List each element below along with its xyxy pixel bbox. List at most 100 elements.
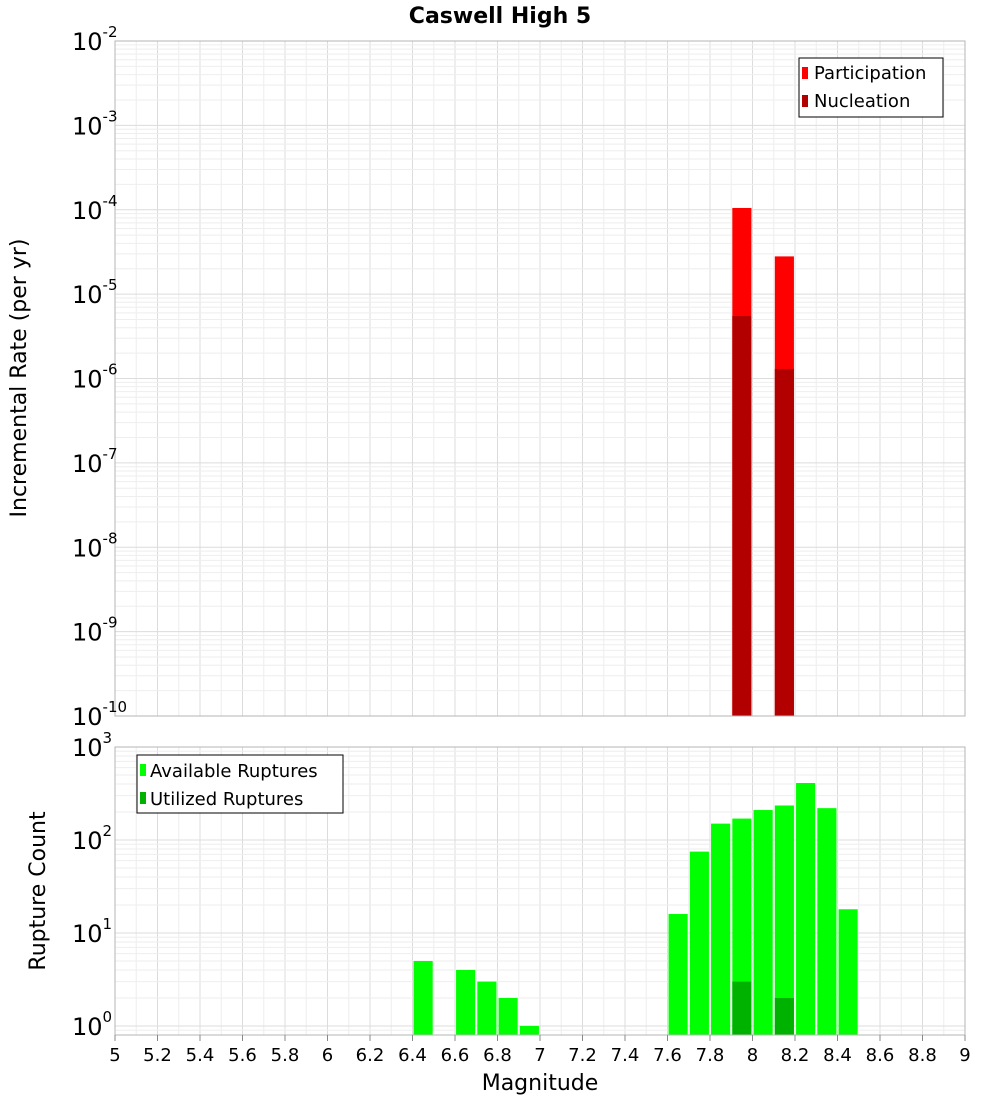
rate-bar-nucleation <box>732 316 752 716</box>
rate-y-tick-base: 10 <box>72 281 103 309</box>
count-bar-available-ruptures <box>753 810 773 1035</box>
legend-swatch-participation <box>802 67 808 79</box>
count-x-ticks: 5 5.2 5.4 5.6 5.8 6 6.2 6.4 6.6 6.8 7 7.2 7.4 7.6 7.8 8… <box>109 1035 971 1066</box>
rate-bars <box>732 207 794 716</box>
rate-y-tick-base: 10 <box>72 619 103 647</box>
rate-y-tick-base: 10 <box>72 703 103 731</box>
rate-panel: 10-210-310-410-510-610-710-810-910-10 In… <box>7 23 966 731</box>
x-tick-label: 8.4 <box>823 1045 852 1066</box>
count-bar-available-ruptures <box>817 808 837 1035</box>
count-bar-available-ruptures <box>689 851 709 1035</box>
legend-swatch-available <box>140 764 146 776</box>
rate-y-tick-exponent: -2 <box>103 23 118 41</box>
count-bar-available-ruptures <box>774 805 794 1035</box>
count-y-tick-base: 10 <box>72 920 103 948</box>
rate-y-tick-label: 10-10 <box>72 698 127 731</box>
rate-y-tick-exponent: -4 <box>103 192 118 210</box>
count-bar-available-ruptures <box>498 997 518 1035</box>
count-bar-available-ruptures <box>668 914 688 1035</box>
x-tick-label: 7.6 <box>653 1045 682 1066</box>
rate-y-tick-exponent: -6 <box>103 361 118 379</box>
count-y-tick-label: 102 <box>72 822 112 855</box>
chart-title: Caswell High 5 <box>409 4 591 29</box>
x-tick-label: 7.4 <box>611 1045 640 1066</box>
rate-y-tick-base: 10 <box>72 112 103 140</box>
count-y-tick-label: 101 <box>72 915 112 948</box>
rate-y-tick-label: 10-6 <box>72 361 118 394</box>
legend-swatch-utilized <box>140 792 146 804</box>
count-y-axis-label: Rupture Count <box>26 811 51 971</box>
x-tick-label: 6.2 <box>356 1045 385 1066</box>
count-bar-available-ruptures <box>413 960 433 1035</box>
count-y-tick-label: 103 <box>72 729 112 762</box>
rate-legend-box <box>798 57 944 118</box>
x-tick-label: 6.6 <box>441 1045 470 1066</box>
x-tick-label: 8.2 <box>781 1045 810 1066</box>
legend-label-participation: Participation <box>814 63 926 84</box>
legend-swatch-nucleation <box>802 95 808 107</box>
count-y-tick-label: 100 <box>72 1008 112 1041</box>
count-legend-box <box>136 754 344 814</box>
rate-y-tick-base: 10 <box>72 450 103 478</box>
x-tick-label: 6.8 <box>483 1045 512 1066</box>
x-tick-label: 5.8 <box>271 1045 300 1066</box>
count-bar-available-ruptures <box>711 823 731 1035</box>
rate-legend: Participation Nucleation <box>798 57 944 118</box>
count-y-tick-base: 10 <box>72 1013 103 1041</box>
x-tick-label: 7.2 <box>568 1045 597 1066</box>
rate-grid <box>114 40 966 717</box>
x-tick-label: 8.8 <box>908 1045 937 1066</box>
count-bar-available-ruptures <box>477 981 497 1035</box>
legend-label-utilized: Utilized Ruptures <box>150 789 303 810</box>
x-axis-label: Magnitude <box>482 1071 599 1096</box>
legend-label-available: Available Ruptures <box>150 761 318 782</box>
rate-y-tick-exponent: -7 <box>103 445 118 463</box>
rate-y-tick-label: 10-4 <box>72 192 118 225</box>
x-tick-label: 9 <box>959 1045 970 1066</box>
count-bar-available-ruptures <box>796 783 816 1035</box>
count-bar-available-ruptures <box>838 909 858 1035</box>
rate-y-tick-exponent: -8 <box>103 529 118 547</box>
rate-y-ticks: 10-210-310-410-510-610-710-810-910-10 <box>72 23 127 731</box>
rate-y-tick-base: 10 <box>72 28 103 56</box>
count-legend: Available Ruptures Utilized Ruptures <box>136 754 344 814</box>
rate-bar-nucleation <box>774 368 794 716</box>
count-y-tick-exponent: 0 <box>103 1008 113 1026</box>
rate-y-tick-exponent: -10 <box>103 698 128 716</box>
x-tick-label: 5.4 <box>186 1045 215 1066</box>
count-y-tick-base: 10 <box>72 734 103 762</box>
x-tick-label: 6 <box>322 1045 333 1066</box>
rate-y-tick-exponent: -3 <box>103 107 118 125</box>
count-bar-available-ruptures <box>519 1025 539 1035</box>
rate-y-axis-label: Incremental Rate (per yr) <box>7 239 32 518</box>
count-bar-available-ruptures <box>456 969 476 1035</box>
x-tick-label: 6.4 <box>398 1045 427 1066</box>
rate-y-tick-base: 10 <box>72 366 103 394</box>
rate-y-tick-label: 10-2 <box>72 23 118 56</box>
rate-y-tick-label: 10-9 <box>72 614 118 647</box>
rate-y-tick-label: 10-7 <box>72 445 118 478</box>
count-y-tick-exponent: 3 <box>103 729 113 747</box>
rate-y-tick-label: 10-8 <box>72 529 118 562</box>
count-bars <box>413 783 858 1035</box>
x-tick-label: 7 <box>534 1045 545 1066</box>
rate-plot-frame <box>114 40 966 717</box>
x-tick-label: 5.2 <box>143 1045 172 1066</box>
rate-y-tick-exponent: -9 <box>103 614 118 632</box>
legend-label-nucleation: Nucleation <box>814 91 910 112</box>
x-tick-label: 5 <box>109 1045 120 1066</box>
count-bar-utilized-ruptures <box>732 981 752 1035</box>
count-y-tick-exponent: 1 <box>103 915 113 933</box>
count-y-tick-exponent: 2 <box>103 822 113 840</box>
rate-y-tick-base: 10 <box>72 197 103 225</box>
rate-y-tick-label: 10-3 <box>72 107 118 140</box>
x-tick-label: 8.6 <box>866 1045 895 1066</box>
x-tick-label: 7.8 <box>696 1045 725 1066</box>
rate-y-tick-exponent: -5 <box>103 276 118 294</box>
count-bar-utilized-ruptures <box>774 997 794 1035</box>
x-tick-label: 8 <box>747 1045 758 1066</box>
count-y-tick-base: 10 <box>72 827 103 855</box>
